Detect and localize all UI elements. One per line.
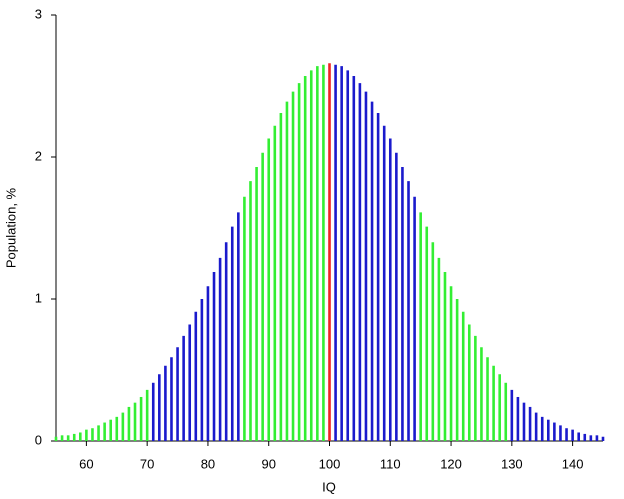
y-tick-label: 3 (35, 6, 42, 21)
y-tick-label: 1 (35, 290, 42, 305)
x-tick-label: 110 (380, 456, 401, 471)
x-tick-label: 120 (440, 456, 462, 471)
y-tick-label: 0 (35, 432, 42, 447)
x-axis-label: IQ (322, 479, 336, 494)
x-tick-label: 60 (79, 456, 93, 471)
x-tick-label: 100 (319, 456, 341, 471)
x-tick-label: 80 (201, 456, 215, 471)
y-tick-label: 2 (35, 148, 42, 163)
x-tick-label: 130 (501, 456, 523, 471)
x-tick-label: 90 (261, 456, 275, 471)
y-axis-label: Population, % (3, 187, 18, 268)
x-tick-label: 70 (140, 456, 154, 471)
x-tick-label: 140 (562, 456, 584, 471)
